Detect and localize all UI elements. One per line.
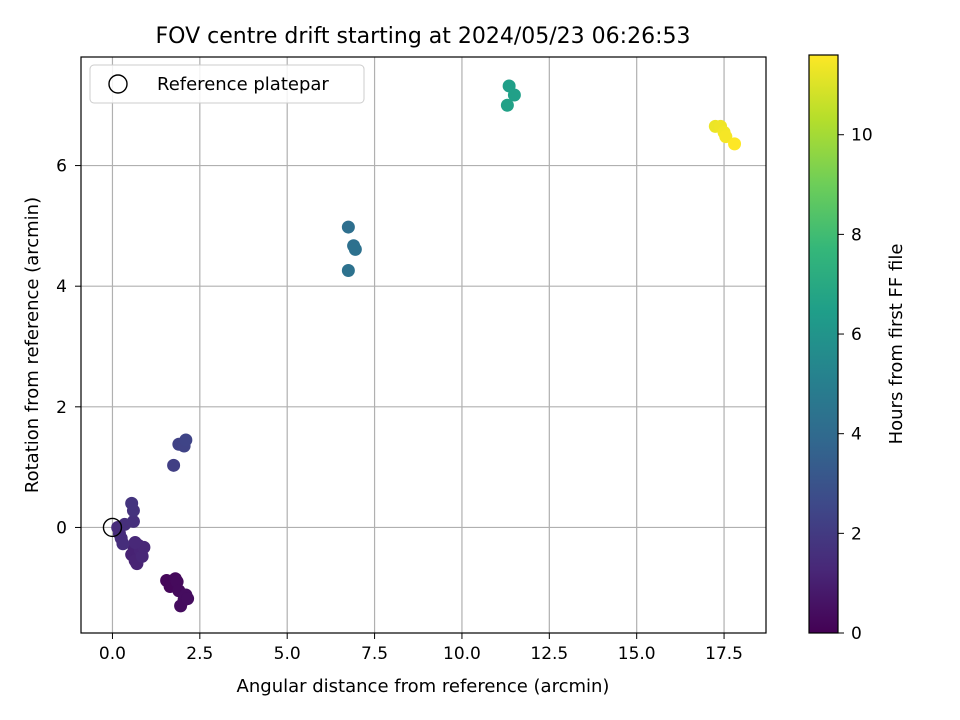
colorbar-bar [808,54,839,634]
colorbar-tick-label: 10 [851,126,873,146]
data-point [341,264,355,278]
data-point [125,496,139,510]
colorbar-tick-label: 4 [851,425,862,445]
colorbar-tick-label: 8 [851,225,862,245]
colorbar-ticks: 0 2 4 6 8 10 [838,126,873,644]
x-tick-label: 12.5 [530,644,568,664]
legend-label: Reference platepar [157,74,329,95]
x-tick-label: 10.0 [443,644,481,664]
data-point [500,98,514,112]
grid [81,57,766,633]
data-point [128,536,142,550]
data-point [507,88,521,102]
legend-marker-icon [108,74,128,94]
x-tick-label: 17.5 [705,644,743,664]
data-point [348,242,362,256]
y-tick-label: 4 [56,277,67,297]
data-point [728,137,742,151]
data-point [116,537,130,551]
data-point [341,220,355,234]
y-tick-label: 6 [56,157,67,177]
data-point [167,458,181,472]
x-tick-label: 2.5 [186,644,213,664]
reference-platepar-marker [102,517,123,538]
colorbar-label: Hours from first FF file [886,244,907,445]
x-tick-label: 5.0 [274,644,301,664]
y-tick-label: 2 [56,398,67,418]
plot-frame [80,56,767,634]
x-axis-label: Angular distance from reference (arcmin) [237,676,610,697]
data-point [181,592,195,606]
chart-title: FOV centre drift starting at 2024/05/23 … [156,24,691,49]
data-points [111,79,742,613]
x-tick-label: 7.5 [361,644,388,664]
y-axis-ticks: 0 2 4 6 [56,157,81,538]
colorbar-tick-label: 6 [851,325,862,345]
y-tick-label: 0 [56,518,67,538]
y-axis-label: Rotation from reference (arcmin) [22,197,43,493]
x-tick-label: 15.0 [618,644,656,664]
colorbar-tick-label: 2 [851,524,862,544]
colorbar: 0 2 4 6 8 10 Hours from first FF file [808,54,907,644]
colorbar-tick-label: 0 [851,624,862,644]
data-point [126,514,140,528]
legend-box [89,64,365,104]
x-axis-ticks: 0.0 2.5 5.0 7.5 10.0 12.5 15.0 17.5 [99,633,743,664]
x-tick-label: 0.0 [99,644,126,664]
data-point [719,130,733,144]
data-point [179,433,193,447]
legend: Reference platepar [89,64,365,104]
